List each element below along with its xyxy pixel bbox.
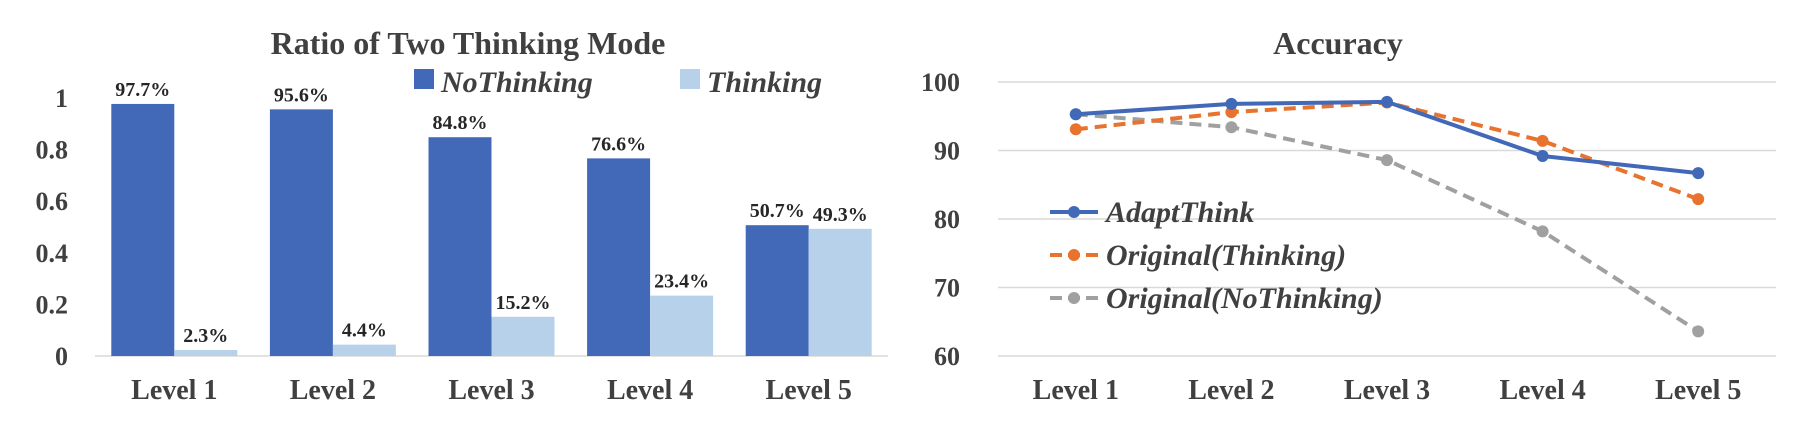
point-original-nothinking-level-3 (1381, 154, 1393, 167)
bar-thinking-level-1 (174, 350, 238, 356)
ratio-y-tick-0-4: 0.4 (36, 239, 69, 268)
bar-thinking-level-2 (332, 344, 396, 356)
accuracy-y-tick-90: 90 (934, 137, 960, 166)
accuracy-y-tick-60: 60 (934, 342, 960, 371)
ratio-category-level-2: Level 2 (290, 375, 376, 406)
ratio-y-tick-0-2: 0.2 (36, 290, 69, 319)
bar-thinking-level-5 (808, 228, 872, 356)
accuracy-legend: AdaptThink Original(Thinking) Original(N… (1050, 196, 1383, 315)
data-label-nothinking-level-4: 76.6% (591, 133, 646, 155)
accuracy-category-level-3: Level 3 (1344, 375, 1430, 406)
accuracy-category-labels: Level 1 Level 2 Level 3 Level 4 Level 5 (1033, 375, 1742, 406)
legend-label-original-thinking: Original(Thinking) (1106, 239, 1346, 272)
point-adaptthink-level-2 (1225, 97, 1238, 110)
point-adaptthink-level-5 (1692, 167, 1705, 180)
accuracy-category-level-1: Level 1 (1033, 375, 1119, 406)
data-label-thinking-level-3: 15.2% (496, 292, 551, 314)
legend-label-adaptthink: AdaptThink (1104, 196, 1254, 229)
series-adaptthink (1069, 95, 1705, 180)
ratio-y-tick-0: 0 (55, 342, 68, 371)
legend-label-thinking: Thinking (707, 66, 822, 99)
point-original-nothinking-level-5 (1692, 325, 1705, 338)
point-original-thinking-level-2 (1225, 106, 1238, 119)
accuracy-y-tick-labels: 60 70 80 90 100 (921, 68, 960, 371)
point-original-thinking-level-1 (1069, 123, 1082, 136)
bar-nothinking-level-3 (428, 137, 492, 356)
legend-swatch-thinking (680, 69, 700, 89)
point-original-thinking-level-4 (1536, 134, 1549, 147)
ratio-y-tick-0-8: 0.8 (36, 136, 69, 165)
legend-swatch-nothinking (414, 69, 434, 89)
ratio-chart-title: Ratio of Two Thinking Mode (271, 25, 666, 61)
accuracy-gridlines (998, 81, 1776, 357)
ratio-bars (111, 103, 872, 357)
accuracy-category-level-2: Level 2 (1188, 375, 1274, 406)
accuracy-y-tick-70: 70 (934, 274, 960, 303)
bar-thinking-level-4 (650, 295, 714, 356)
point-adaptthink-level-4 (1536, 149, 1549, 162)
bar-nothinking-level-5 (745, 225, 809, 356)
ratio-y-tick-0-6: 0.6 (36, 187, 69, 216)
bar-nothinking-level-1 (111, 103, 175, 357)
data-label-thinking-level-4: 23.4% (654, 271, 709, 293)
ratio-y-tick-labels: 0 0.2 0.4 0.6 0.8 1 (36, 84, 69, 371)
ratio-data-labels: 97.7% 2.3% 95.6% 4.4% 84.8% 15.2% 76.6% 23.4% 50… (115, 79, 867, 347)
accuracy-category-level-4: Level 4 (1499, 375, 1585, 406)
legend-marker-adaptthink (1068, 206, 1080, 218)
point-adaptthink-level-3 (1381, 95, 1393, 108)
ratio-category-level-3: Level 3 (448, 375, 534, 406)
point-original-nothinking-level-4 (1536, 225, 1549, 238)
ratio-y-tick-1: 1 (55, 84, 68, 113)
legend-label-nothinking: NoThinking (440, 66, 593, 99)
ratio-legend: NoThinking Thinking (414, 66, 822, 99)
data-label-nothinking-level-3: 84.8% (433, 112, 488, 134)
data-label-thinking-level-5: 49.3% (813, 204, 868, 226)
bar-nothinking-level-2 (269, 109, 333, 357)
point-original-thinking-level-5 (1692, 193, 1705, 206)
legend-marker-original-nothinking (1068, 292, 1080, 304)
data-label-nothinking-level-2: 95.6% (274, 84, 329, 106)
accuracy-y-tick-80: 80 (934, 205, 960, 234)
ratio-chart: Ratio of Two Thinking Mode 0 0.2 0.4 0.6 0.8… (36, 25, 888, 406)
accuracy-chart-title: Accuracy (1273, 25, 1403, 61)
data-label-thinking-level-1: 2.3% (183, 325, 228, 347)
ratio-category-level-5: Level 5 (766, 375, 852, 406)
point-original-nothinking-level-2 (1225, 121, 1238, 134)
ratio-category-level-4: Level 4 (607, 375, 693, 406)
accuracy-category-level-5: Level 5 (1655, 375, 1741, 406)
bar-thinking-level-3 (491, 316, 555, 356)
accuracy-lines (1069, 95, 1705, 338)
legend-marker-original-thinking (1068, 249, 1080, 261)
data-label-nothinking-level-1: 97.7% (115, 79, 170, 101)
ratio-category-labels: Level 1 Level 2 Level 3 Level 4 Level 5 (131, 375, 852, 406)
accuracy-y-tick-100: 100 (921, 68, 960, 97)
data-label-thinking-level-2: 4.4% (342, 320, 387, 342)
bar-nothinking-level-4 (587, 158, 651, 356)
data-label-nothinking-level-5: 50.7% (750, 200, 805, 222)
ratio-category-level-1: Level 1 (131, 375, 217, 406)
legend-label-original-nothinking: Original(NoThinking) (1106, 282, 1383, 315)
point-adaptthink-level-1 (1069, 108, 1082, 121)
